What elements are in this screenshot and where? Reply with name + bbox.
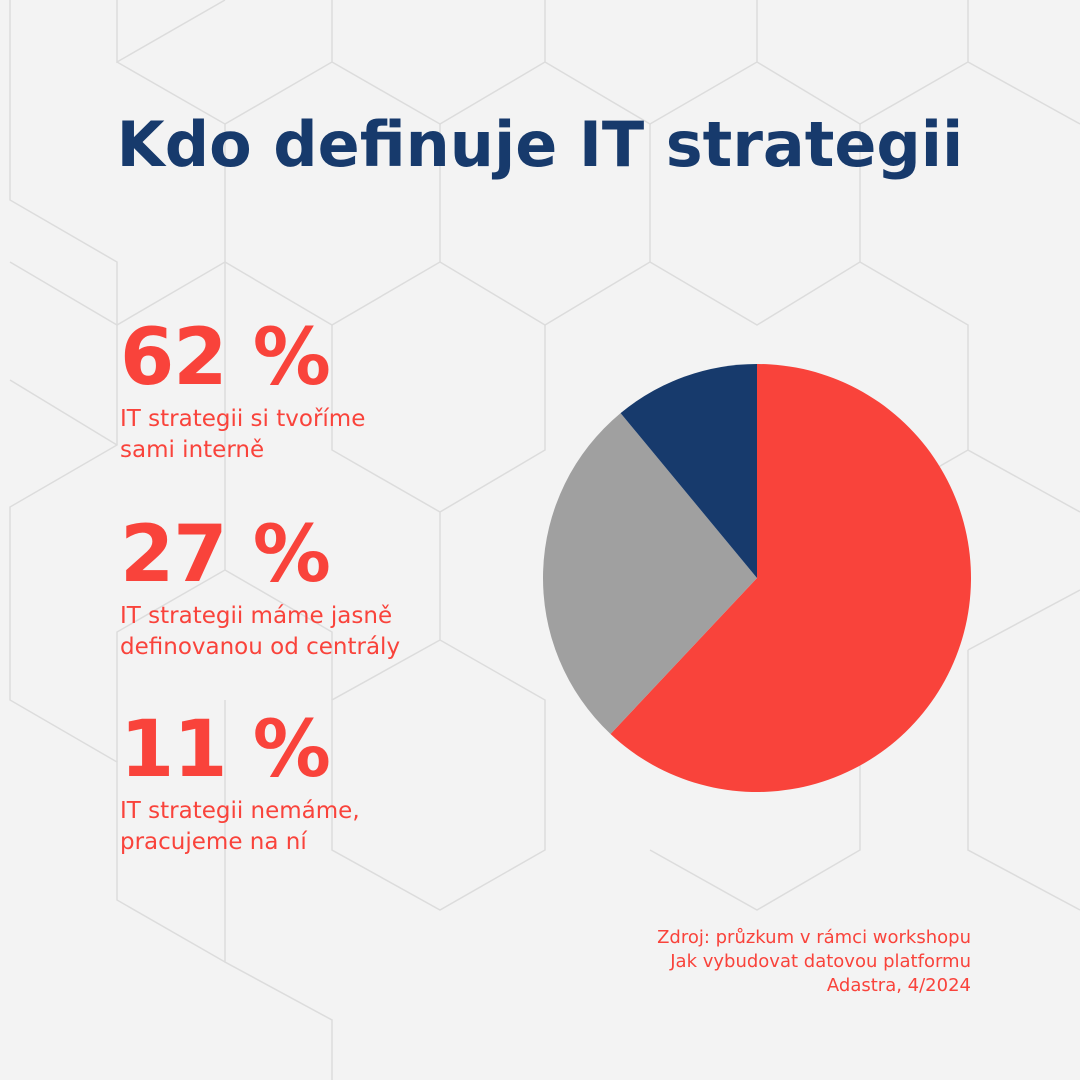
- source-note: Zdroj: průzkum v rámci workshopu Jak vyb…: [657, 926, 971, 998]
- stat-none: 11 % IT strategii nemáme, pracujeme na n…: [120, 710, 360, 858]
- stat-label: IT strategii máme jasně: [120, 603, 393, 629]
- pie-slice-internal: [610, 364, 971, 792]
- stat-label: IT strategii nemáme,: [120, 798, 360, 824]
- stat-label: sami interně: [120, 437, 265, 463]
- source-line: Zdroj: průzkum v rámci workshopu: [657, 927, 971, 948]
- stat-label: pracujeme na ní: [120, 829, 307, 855]
- stat-percent: 27 %: [120, 510, 331, 600]
- source-line: Jak vybudovat datovou platformu: [670, 951, 971, 972]
- stat-label: IT strategii si tvoříme: [120, 406, 366, 432]
- stat-internal: 62 % IT strategii si tvoříme sami intern…: [120, 318, 365, 466]
- stat-central: 27 % IT strategii máme jasně definovanou…: [120, 515, 400, 663]
- stat-label: definovanou od centrály: [120, 634, 401, 660]
- pie-slice-central: [542, 413, 757, 734]
- page-title: Kdo definuje IT strategii: [116, 108, 964, 181]
- source-line: Adastra, 4/2024: [826, 975, 971, 996]
- stat-percent: 11 %: [120, 705, 331, 795]
- pie-slice-none: [620, 364, 757, 578]
- stat-percent: 62 %: [120, 313, 331, 403]
